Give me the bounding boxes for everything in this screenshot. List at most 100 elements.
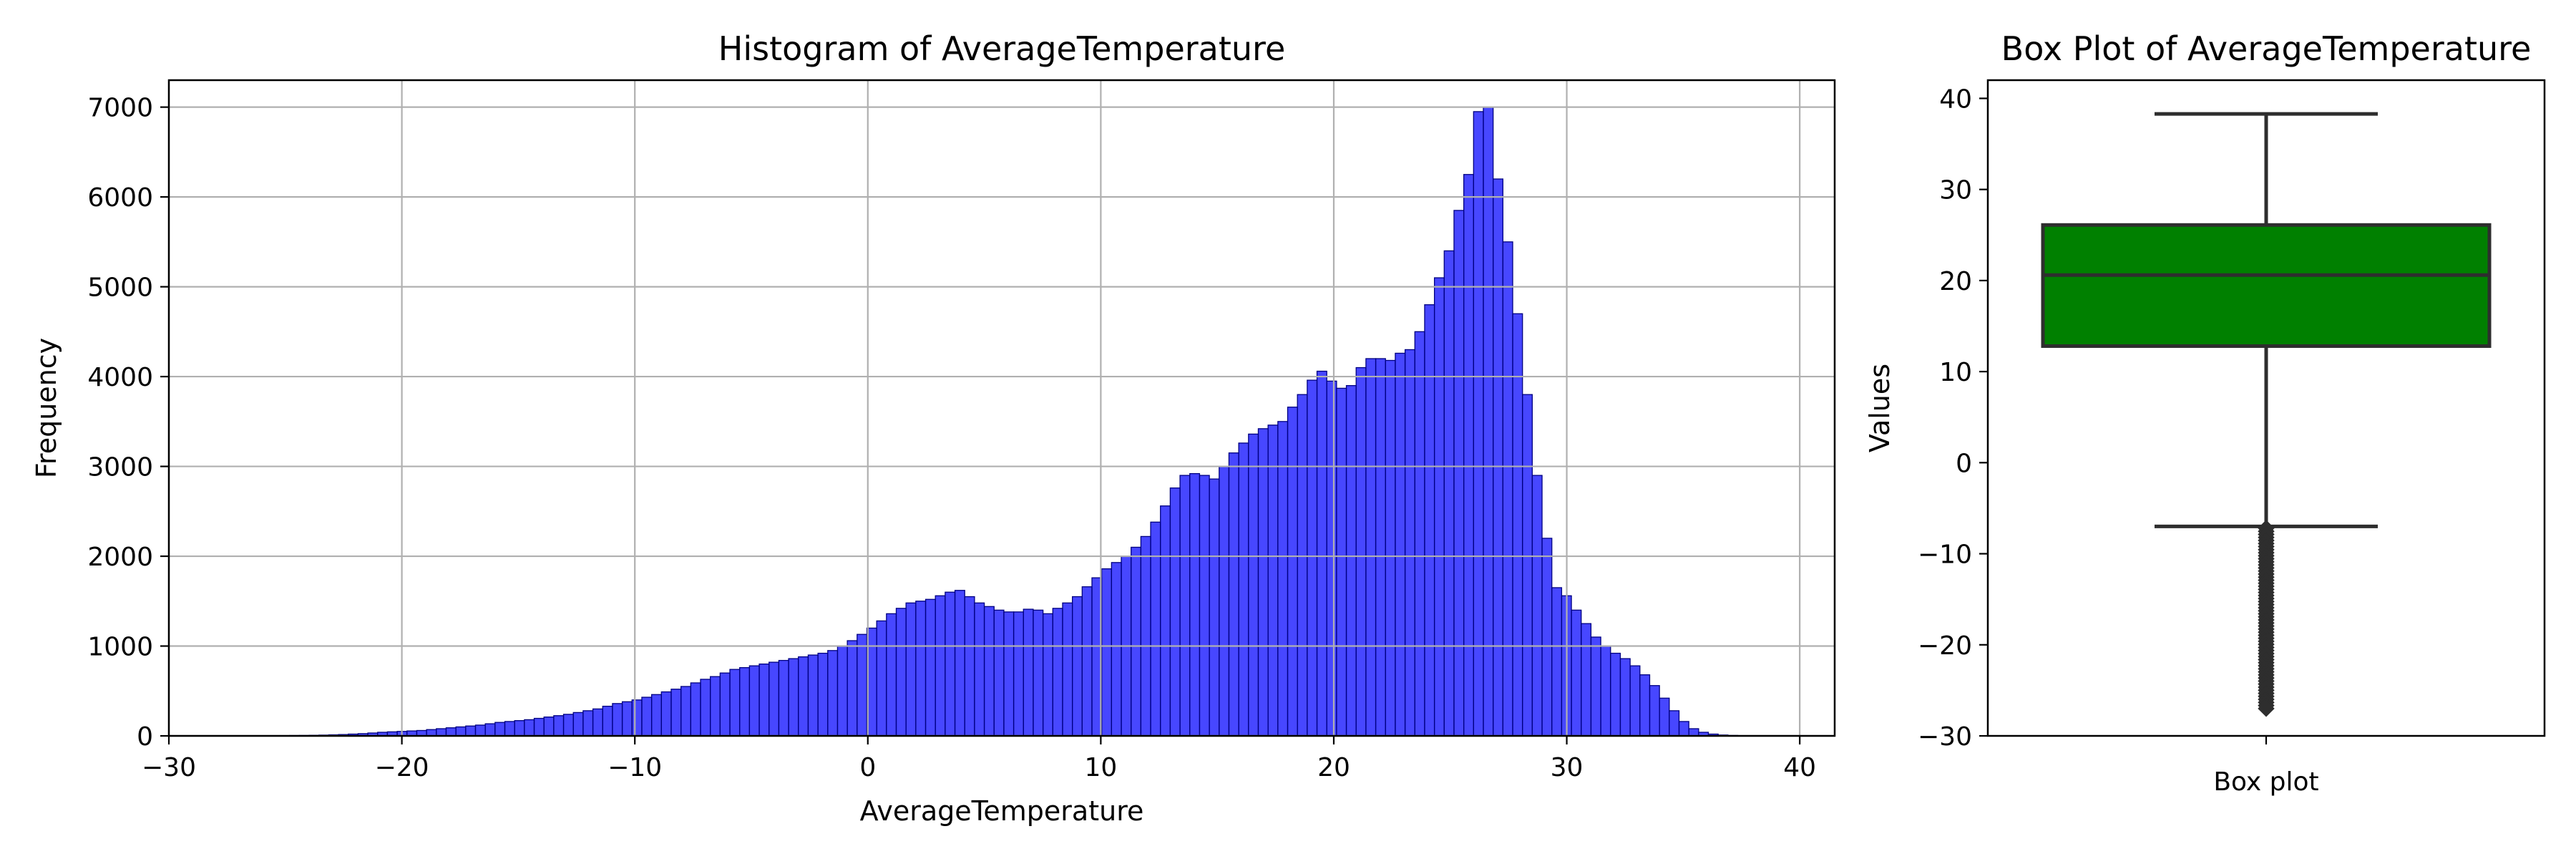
histogram-bar — [1443, 250, 1455, 737]
histogram-bar — [1297, 394, 1308, 737]
histogram-bar — [465, 725, 477, 737]
histogram-x-tick-label: 30 — [1551, 753, 1584, 782]
histogram-bar — [484, 723, 496, 737]
histogram-bar — [1257, 428, 1269, 737]
histogram-bar — [1639, 674, 1651, 737]
histogram-bar — [1160, 505, 1171, 737]
histogram-bar — [1688, 728, 1699, 737]
histogram-x-tick-label: 40 — [1783, 753, 1816, 782]
histogram-bar — [533, 717, 545, 737]
histogram-x-tick-label: −30 — [142, 753, 196, 782]
histogram-bar — [1150, 521, 1161, 737]
histogram-y-tick-label: 4000 — [87, 363, 153, 392]
histogram-bar — [455, 726, 467, 737]
histogram-bar — [710, 676, 721, 737]
histogram-bar — [660, 691, 672, 737]
histogram-bar — [1463, 174, 1474, 737]
histogram-bar — [1042, 613, 1053, 737]
histogram-bar — [739, 666, 751, 737]
histogram-bar — [690, 682, 701, 737]
histogram-x-tick-label: −20 — [375, 753, 429, 782]
boxplot-title: Box Plot of AverageTemperature — [2001, 29, 2532, 68]
histogram-bar — [983, 606, 995, 737]
histogram-bar — [1033, 609, 1044, 737]
histogram-bar — [1541, 538, 1553, 737]
histogram-bar — [1199, 475, 1210, 737]
histogram-bar — [1111, 562, 1122, 737]
histogram-y-tick-label: 1000 — [87, 633, 153, 662]
boxplot-y-tick-label: 0 — [1956, 449, 1972, 478]
histogram-bar — [602, 705, 613, 737]
histogram-bar — [895, 608, 907, 737]
histogram-x-tick-label: 20 — [1317, 753, 1350, 782]
boxplot-y-tick-label: −30 — [1918, 722, 1972, 752]
histogram-bar — [769, 661, 780, 737]
boxplot-y-tick-label: 30 — [1939, 176, 1972, 205]
histogram-bar — [954, 590, 965, 737]
histogram-bar — [543, 716, 555, 737]
histogram-bar — [582, 710, 594, 737]
histogram-x-axis-label: AverageTemperature — [860, 795, 1144, 827]
boxplot-box — [2041, 223, 2492, 348]
histogram-y-tick-label: 2000 — [87, 543, 153, 572]
boxplot-panel: Box Plot of AverageTemperature −30 −20 −10… — [1864, 29, 2546, 797]
histogram-bar — [474, 724, 486, 737]
histogram-bar — [1062, 602, 1073, 737]
histogram-y-ticks: 0 1000 2000 3000 4000 5000 6000 7000 — [87, 94, 169, 752]
histogram-bar — [436, 728, 447, 737]
histogram-bar — [1581, 623, 1592, 737]
histogram-bar — [1013, 611, 1024, 737]
histogram-bar — [1659, 697, 1670, 737]
boxplot-y-tick-label: 10 — [1939, 358, 1972, 387]
histogram-bar — [1140, 535, 1151, 737]
histogram-bar — [719, 672, 731, 737]
histogram-bar — [1345, 384, 1357, 737]
histogram-bar — [562, 714, 574, 737]
histogram-bar — [1473, 111, 1484, 737]
histogram-bar — [817, 652, 829, 737]
histogram-y-tick-label: 7000 — [87, 94, 153, 123]
histogram-bar — [847, 640, 858, 737]
histogram-bar — [680, 686, 691, 737]
histogram-bar — [1169, 487, 1181, 737]
histogram-y-tick-label: 5000 — [87, 273, 153, 303]
histogram-bar — [1023, 608, 1034, 737]
histogram-bar — [1414, 331, 1425, 737]
histogram-bar — [650, 694, 662, 737]
histogram-bar — [1131, 546, 1142, 737]
histogram-bar — [1209, 478, 1220, 737]
histogram-bar — [426, 729, 437, 737]
histogram-x-ticks: −30 −20 −10 0 10 20 30 40 — [142, 736, 1816, 782]
histogram-bar — [945, 591, 956, 737]
histogram-bar — [1316, 370, 1327, 737]
histogram-y-tick-label: 3000 — [87, 453, 153, 482]
histogram-x-tick-label: 0 — [859, 753, 876, 782]
histogram-bar — [641, 697, 653, 737]
histogram-bar — [993, 609, 1005, 737]
histogram-bar — [504, 721, 515, 737]
histogram-bar — [1219, 465, 1230, 737]
histogram-bar — [729, 669, 741, 737]
histogram-bar — [1101, 568, 1113, 737]
histogram-bar — [1493, 178, 1504, 737]
histogram-y-axis-label: Frequency — [31, 338, 62, 478]
histogram-bar — [445, 727, 457, 737]
histogram-bar — [886, 613, 897, 737]
histogram-bar — [1678, 721, 1689, 737]
histogram-bar — [1619, 658, 1631, 737]
boxplot-category-label: Box plot — [2213, 767, 2318, 797]
histogram-bar — [1571, 609, 1582, 737]
histogram-axes-frame — [167, 79, 1836, 737]
histogram-bar — [905, 602, 917, 737]
histogram-bar — [1179, 475, 1191, 737]
boxplot-y-tick-label: 20 — [1939, 267, 1972, 296]
histogram-bar — [494, 722, 506, 737]
histogram-bar — [1287, 407, 1298, 737]
histogram-bar — [964, 596, 975, 737]
histogram-bar — [1531, 475, 1543, 737]
histogram-bar — [612, 703, 623, 737]
histogram-x-tick-label: 10 — [1084, 753, 1117, 782]
histogram-bar — [1453, 210, 1465, 737]
histogram-bar — [1522, 394, 1533, 737]
histogram-bar — [1072, 596, 1083, 737]
